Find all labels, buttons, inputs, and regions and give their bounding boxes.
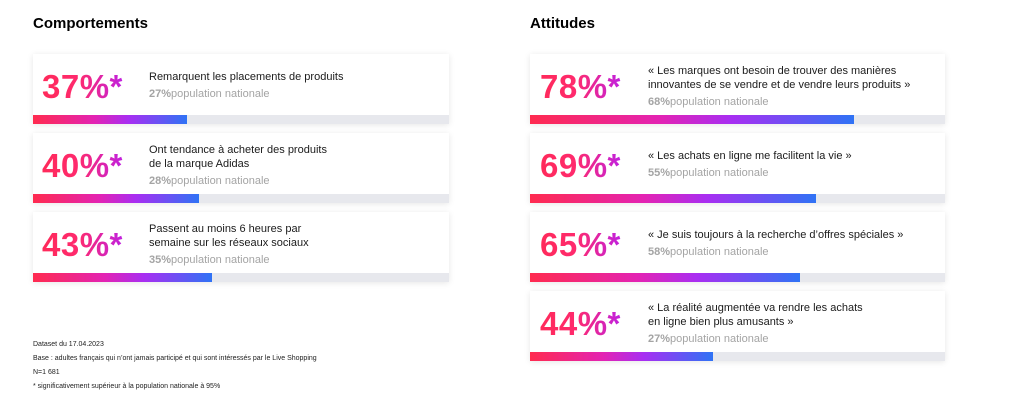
- statement-text: Passent au moins 6 heures par semaine sur…: [149, 222, 309, 250]
- progress-bar-fill: [530, 352, 713, 361]
- statement-line: en ligne bien plus amusants »: [648, 316, 794, 328]
- progress-track: [33, 194, 449, 203]
- attitudes-title: Attitudes: [530, 15, 595, 32]
- footnote-dataset: Dataset du 17.04.2023: [33, 341, 104, 348]
- progress-bar-fill: [530, 273, 800, 282]
- comportements-title: Comportements: [33, 15, 149, 32]
- statement-line: « Les achats en ligne me facilitent la v…: [648, 150, 852, 162]
- statement-line: Ont tendance à acheter des produits: [149, 144, 327, 156]
- statement-text: Remarquent les placements de produits: [149, 70, 343, 84]
- attitudes-card: 69%* « Les achats en ligne me facilitent …: [530, 133, 945, 203]
- value-label: 40%*: [42, 147, 123, 184]
- progress-bar-fill: [530, 194, 817, 203]
- national-value: 55%: [648, 167, 671, 179]
- footnote-sample-size: N=1 681: [33, 369, 60, 376]
- statement-line: Remarquent les placements de produits: [149, 71, 344, 83]
- national-value: 58%: [648, 246, 671, 258]
- national-comparison: 55%population nationale: [648, 167, 769, 179]
- statement-text: « Les marques ont besoin de trouver des …: [648, 64, 910, 92]
- national-comparison: 27%population nationale: [648, 333, 769, 345]
- national-value: 28%: [149, 175, 172, 187]
- national-label: population nationale: [670, 167, 769, 179]
- statement-line: semaine sur les réseaux sociaux: [149, 237, 309, 249]
- progress-bar-fill: [33, 194, 200, 203]
- value-label: 69%*: [540, 147, 621, 184]
- national-comparison: 58%population nationale: [648, 246, 769, 258]
- value-label: 65%*: [540, 226, 621, 263]
- statement-text: « Les achats en ligne me facilitent la v…: [648, 149, 852, 163]
- comportements-card: 43%* Passent au moins 6 heures par semaine…: [33, 212, 449, 282]
- value-label: 37%*: [42, 68, 123, 105]
- attitudes-card: 65%* « Je suis toujours à la recherche d’…: [530, 212, 945, 282]
- value-label: 44%*: [540, 305, 621, 342]
- statement-line: Passent au moins 6 heures par: [149, 223, 302, 235]
- progress-track: [530, 352, 945, 361]
- progress-track: [530, 194, 945, 203]
- statement-line: « Je suis toujours à la recherche d’offr…: [648, 229, 904, 241]
- attitudes-card: 44%* « La réalité augmentée va rendre les…: [530, 291, 945, 361]
- comportements-card: 37%* Remarquent les placements de produit…: [33, 54, 449, 124]
- progress-track: [530, 115, 945, 124]
- progress-bar-fill: [33, 273, 212, 282]
- national-comparison: 28%population nationale: [149, 175, 270, 187]
- national-comparison: 35%population nationale: [149, 254, 270, 266]
- national-value: 27%: [149, 88, 172, 100]
- national-label: population nationale: [670, 333, 769, 345]
- national-label: population nationale: [171, 88, 270, 100]
- footnote-significance: * significativement supérieur à la popul…: [33, 383, 221, 390]
- statement-line: « Les marques ont besoin de trouver des …: [648, 65, 897, 77]
- national-value: 27%: [648, 333, 671, 345]
- national-label: population nationale: [171, 254, 270, 266]
- value-label: 43%*: [42, 226, 123, 263]
- statement-line: de la marque Adidas: [149, 158, 250, 170]
- national-comparison: 27%population nationale: [149, 88, 270, 100]
- progress-track: [530, 273, 945, 282]
- statement-text: Ont tendance à acheter des produits de la…: [149, 143, 327, 171]
- progress-track: [33, 115, 449, 124]
- attitudes-card: 78%* « Les marques ont besoin de trouver …: [530, 54, 945, 124]
- statement-text: « La réalité augmentée va rendre les ach…: [648, 301, 863, 329]
- comportements-card: 40%* Ont tendance à acheter des produits d…: [33, 133, 449, 203]
- national-comparison: 68%population nationale: [648, 96, 769, 108]
- progress-bar-fill: [530, 115, 854, 124]
- national-label: population nationale: [670, 246, 769, 258]
- national-value: 35%: [149, 254, 172, 266]
- national-label: population nationale: [670, 96, 769, 108]
- progress-bar-fill: [33, 115, 187, 124]
- national-label: population nationale: [171, 175, 270, 187]
- footnote-base: Base : adultes français qui n’ont jamais…: [33, 355, 317, 362]
- statement-line: innovantes de se vendre et de vendre leu…: [648, 79, 911, 91]
- statement-text: « Je suis toujours à la recherche d’offr…: [648, 228, 903, 242]
- national-value: 68%: [648, 96, 671, 108]
- progress-track: [33, 273, 449, 282]
- statement-line: « La réalité augmentée va rendre les ach…: [648, 302, 863, 314]
- value-label: 78%*: [540, 68, 621, 105]
